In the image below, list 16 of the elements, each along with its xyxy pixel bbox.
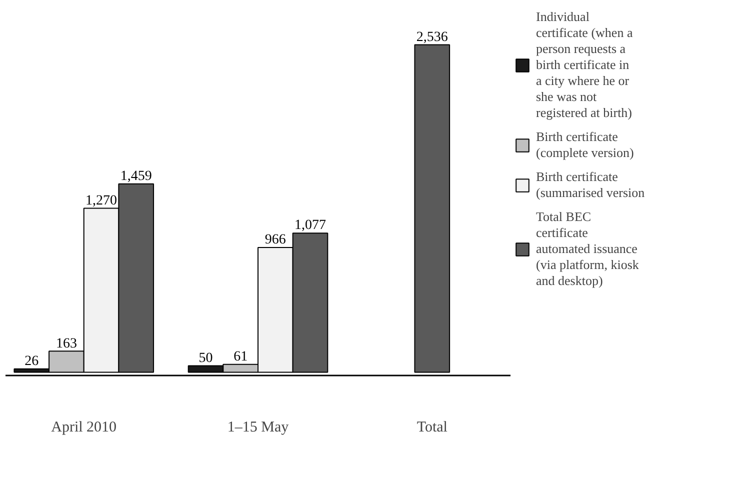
data-label: 50 bbox=[198, 350, 213, 366]
legend-label: Individual certificate (when a person requests a birth certificate in a city where he or she was not registered at birth) bbox=[536, 9, 633, 121]
legend-label: Total BEC certificate automated issuance (via platform, kiosk and desktop) bbox=[536, 209, 639, 289]
data-label: 1,459 bbox=[120, 168, 152, 184]
x-tick-label: April 2010 bbox=[51, 420, 117, 436]
legend-label: Birth certificate (summarised version bbox=[536, 169, 645, 201]
data-label: 2,536 bbox=[416, 30, 448, 45]
data-label: 26 bbox=[24, 354, 39, 369]
data-label: 163 bbox=[56, 336, 77, 352]
data-label: 1,270 bbox=[86, 193, 118, 208]
data-label: 1,077 bbox=[294, 218, 326, 234]
legend-label: Birth certificate (complete version) bbox=[536, 129, 634, 161]
x-tick-label: Total bbox=[416, 420, 448, 436]
x-tick-label: 1–15 May bbox=[227, 420, 290, 436]
data-label: 61 bbox=[234, 349, 248, 364]
data-label: 966 bbox=[264, 232, 286, 248]
